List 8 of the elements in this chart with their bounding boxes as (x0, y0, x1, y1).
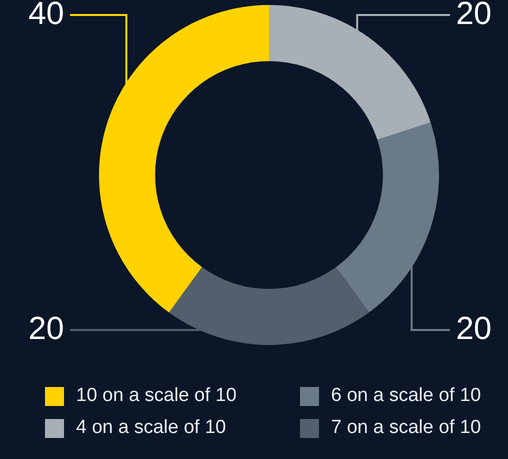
data-label: 20 (456, 0, 492, 31)
data-label: 20 (456, 310, 492, 346)
legend-label: 7 on a scale of 10 (330, 417, 482, 439)
data-label: 20 (28, 310, 64, 346)
data-label: 40 (28, 0, 64, 31)
legend-label: 10 on a scale of 10 (75, 385, 238, 407)
legend-label: 4 on a scale of 10 (75, 417, 227, 439)
legend-label: 6 on a scale of 10 (330, 385, 482, 407)
